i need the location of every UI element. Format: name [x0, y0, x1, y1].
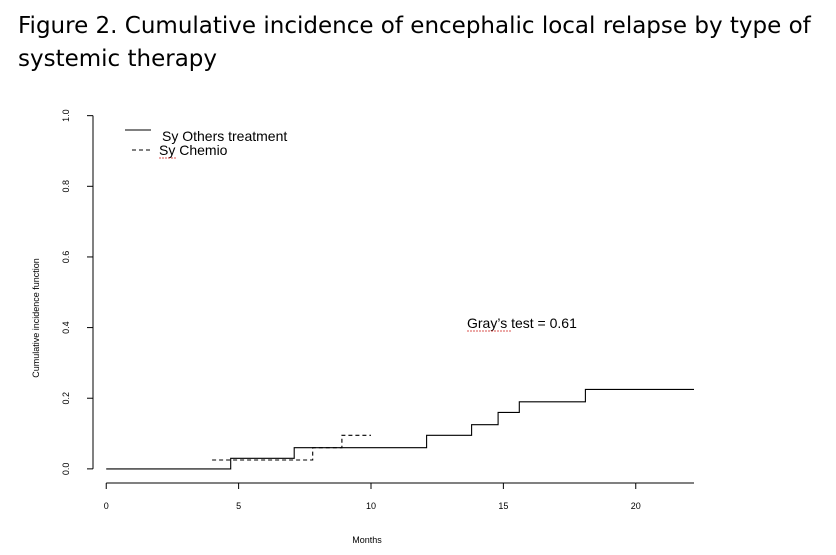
x-tick-label: 10: [366, 501, 376, 511]
x-tick-label: 5: [236, 501, 241, 511]
legend: Sy Others treatment Sy Chemio: [125, 128, 287, 159]
legend-label-series-2: Sy Chemio: [159, 142, 228, 158]
figure-title: Figure 2. Cumulative incidence of enceph…: [18, 13, 811, 72]
y-tick-label: 0.0: [61, 463, 71, 476]
y-tick-label: 0.2: [61, 392, 71, 405]
legend-label-series-1: Sy Others treatment: [162, 128, 287, 144]
y-tick-label: 1.0: [61, 109, 71, 122]
series-line-2: [212, 434, 371, 461]
axes: 0.0 0.2 0.4 0.6 0.8 1.0 0 5 10 15 20 Months Cumulati…: [31, 109, 694, 545]
x-tick-label: 15: [498, 501, 508, 511]
y-tick-label: 0.4: [61, 321, 71, 334]
series-line-1: [106, 388, 694, 470]
y-axis-label: Cumulative incidence function: [31, 258, 41, 378]
grays-test-annotation: Gray’s test = 0.61: [467, 315, 577, 331]
series-lines: [106, 388, 694, 470]
x-axis-label: Months: [352, 535, 382, 545]
x-tick-label: 0: [104, 501, 109, 511]
y-tick-label: 0.8: [61, 180, 71, 193]
x-tick-label: 20: [631, 501, 641, 511]
y-tick-label: 0.6: [61, 251, 71, 264]
